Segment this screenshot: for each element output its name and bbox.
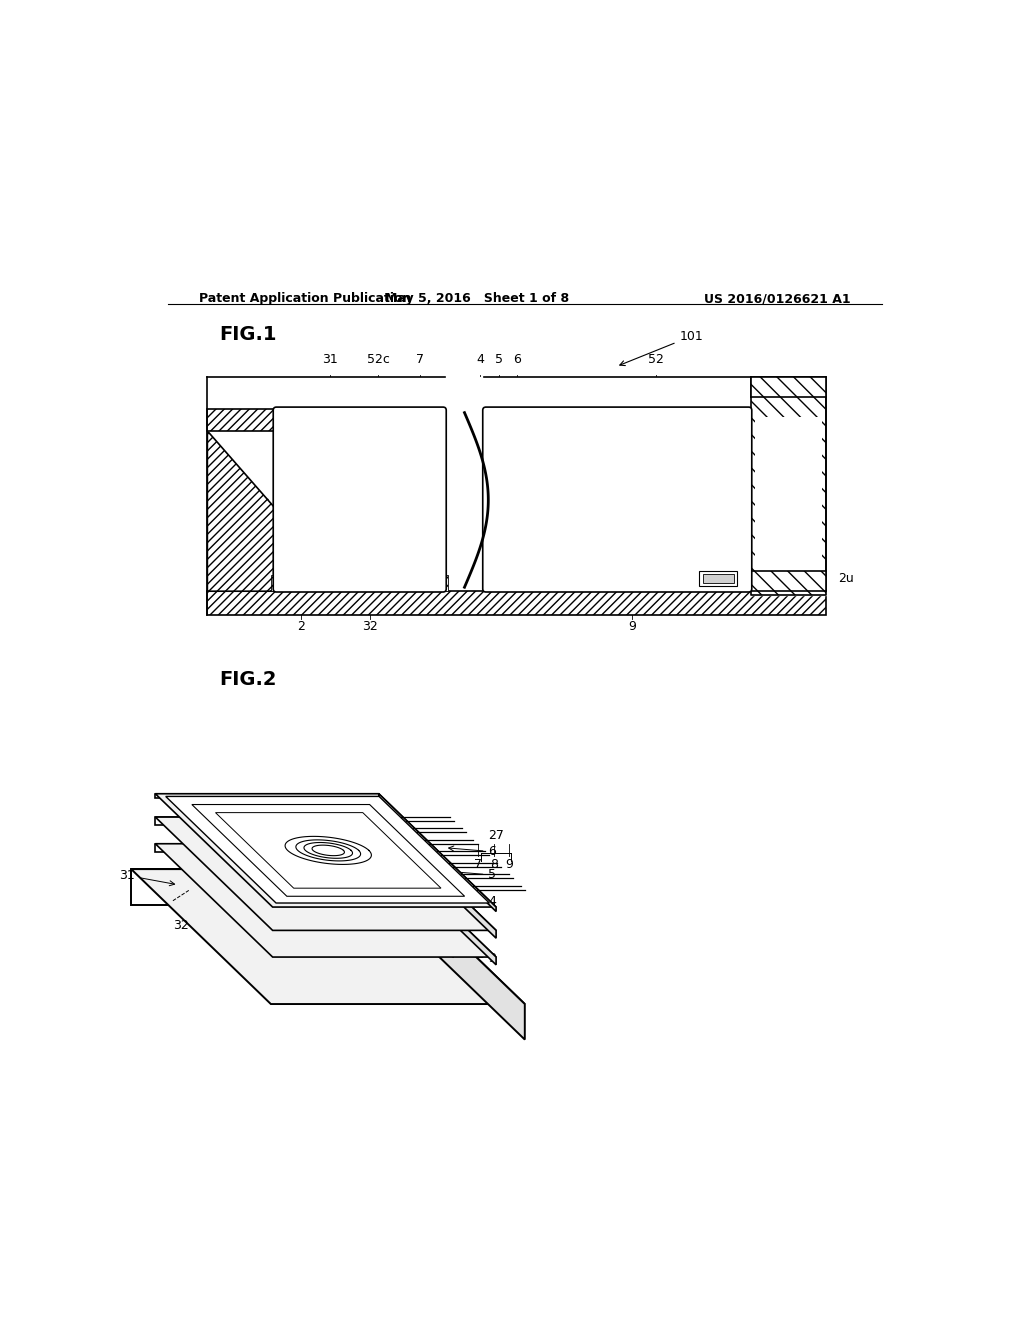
Polygon shape	[156, 817, 496, 931]
Polygon shape	[379, 793, 496, 912]
Text: 11: 11	[227, 576, 271, 589]
Bar	[270, 576, 447, 591]
Bar	[483, 576, 751, 591]
Bar	[699, 570, 737, 586]
Bar	[483, 576, 751, 591]
Polygon shape	[215, 813, 441, 888]
Text: FIG.2: FIG.2	[219, 669, 276, 689]
Polygon shape	[385, 869, 524, 1040]
Text: 3: 3	[449, 952, 497, 965]
Polygon shape	[207, 430, 274, 591]
Bar	[751, 572, 826, 591]
Bar	[703, 574, 733, 583]
Bar	[483, 444, 751, 453]
Text: 8: 8	[489, 858, 498, 871]
Text: 27: 27	[488, 829, 504, 842]
Text: May 5, 2016   Sheet 1 of 8: May 5, 2016 Sheet 1 of 8	[385, 292, 569, 305]
Text: 4: 4	[476, 352, 484, 366]
Polygon shape	[131, 869, 385, 904]
Text: 3: 3	[242, 494, 268, 506]
Text: 2u: 2u	[839, 572, 854, 585]
Polygon shape	[166, 796, 489, 903]
Bar	[755, 417, 822, 587]
Text: 8: 8	[727, 494, 749, 506]
Bar	[207, 591, 826, 615]
Polygon shape	[156, 817, 379, 825]
Text: FIG.1: FIG.1	[219, 325, 276, 345]
Text: Patent Application Publication: Patent Application Publication	[200, 292, 412, 305]
Text: 32: 32	[173, 919, 188, 932]
Text: 6: 6	[449, 845, 497, 858]
Text: 52c: 52c	[367, 352, 389, 366]
Text: 9: 9	[628, 620, 636, 634]
Bar	[483, 454, 751, 463]
Text: 101: 101	[620, 330, 703, 366]
Bar	[274, 433, 445, 441]
Polygon shape	[156, 793, 496, 907]
Bar	[274, 433, 445, 441]
Bar	[483, 409, 826, 430]
Polygon shape	[751, 378, 826, 595]
Bar	[483, 409, 826, 430]
Text: 9: 9	[505, 858, 513, 871]
Bar	[274, 444, 445, 453]
Bar	[751, 378, 826, 397]
Bar	[274, 454, 445, 463]
Text: 10: 10	[729, 564, 745, 577]
FancyBboxPatch shape	[273, 407, 446, 591]
Text: 32: 32	[362, 620, 378, 634]
Text: 5: 5	[449, 869, 497, 882]
FancyBboxPatch shape	[482, 407, 752, 591]
Bar	[270, 576, 447, 591]
Bar	[274, 444, 445, 453]
Text: 31: 31	[119, 869, 175, 886]
Polygon shape	[379, 843, 496, 965]
Text: 5: 5	[496, 352, 504, 366]
Text: 6: 6	[513, 352, 521, 366]
Text: 7: 7	[474, 858, 482, 871]
Bar	[751, 572, 826, 591]
Bar	[483, 444, 751, 453]
Text: 7: 7	[416, 352, 424, 366]
Bar	[483, 433, 751, 441]
Polygon shape	[379, 817, 496, 939]
Text: 31: 31	[323, 352, 338, 366]
Text: 2: 2	[297, 620, 305, 634]
Polygon shape	[191, 804, 465, 896]
Bar	[207, 591, 826, 615]
Bar	[207, 409, 445, 430]
Polygon shape	[156, 793, 379, 799]
Bar	[483, 454, 751, 463]
Text: 4: 4	[449, 895, 497, 908]
Polygon shape	[156, 843, 379, 851]
Text: US 2016/0126621 A1: US 2016/0126621 A1	[703, 292, 850, 305]
Bar	[207, 409, 445, 430]
Bar	[483, 433, 751, 441]
Bar	[274, 454, 445, 463]
Polygon shape	[156, 843, 496, 957]
Text: 52: 52	[648, 352, 664, 366]
Polygon shape	[131, 869, 524, 1005]
Bar	[751, 378, 826, 397]
